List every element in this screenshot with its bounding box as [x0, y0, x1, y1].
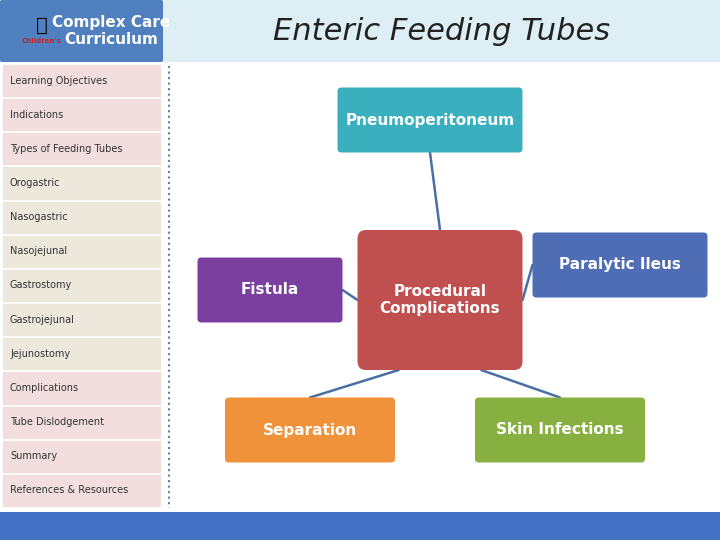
Text: Learning Objectives: Learning Objectives: [10, 76, 107, 85]
Text: Types of Feeding Tubes: Types of Feeding Tubes: [10, 144, 122, 154]
Text: Gastrostomy: Gastrostomy: [10, 280, 72, 291]
FancyBboxPatch shape: [225, 397, 395, 462]
Bar: [2, 440, 161, 473]
Bar: [2, 166, 161, 200]
Text: Indications: Indications: [10, 110, 63, 120]
FancyBboxPatch shape: [533, 233, 708, 298]
Bar: [2, 269, 161, 302]
Text: Nasojejunal: Nasojejunal: [10, 246, 67, 256]
Text: Separation: Separation: [263, 422, 357, 437]
Bar: [0, 0, 720, 62]
FancyBboxPatch shape: [197, 258, 343, 322]
FancyBboxPatch shape: [358, 230, 523, 370]
Bar: [2, 372, 161, 404]
Bar: [2, 406, 161, 438]
Bar: [0, 512, 720, 540]
Text: Enteric Feeding Tubes: Enteric Feeding Tubes: [273, 17, 610, 45]
Bar: [2, 303, 161, 336]
Bar: [2, 64, 161, 97]
Text: Orogastric: Orogastric: [10, 178, 60, 188]
Text: Complex Care
Curriculum: Complex Care Curriculum: [53, 15, 171, 47]
Text: Complications: Complications: [10, 383, 79, 393]
Bar: [2, 338, 161, 370]
Bar: [2, 201, 161, 234]
FancyBboxPatch shape: [0, 0, 163, 62]
Text: Pneumoperitoneum: Pneumoperitoneum: [346, 112, 515, 127]
Text: Children's: Children's: [22, 38, 62, 44]
Text: Nasogastric: Nasogastric: [10, 212, 68, 222]
FancyBboxPatch shape: [475, 397, 645, 462]
Bar: [2, 474, 161, 507]
Bar: [2, 132, 161, 165]
Bar: [2, 235, 161, 268]
Text: Paralytic Ileus: Paralytic Ileus: [559, 258, 681, 273]
Text: Fistula: Fistula: [241, 282, 299, 298]
Text: Jejunostomy: Jejunostomy: [10, 349, 70, 359]
FancyBboxPatch shape: [338, 87, 523, 152]
Text: Summary: Summary: [10, 451, 57, 461]
Text: 🐻: 🐻: [36, 16, 48, 35]
Text: Skin Infections: Skin Infections: [496, 422, 624, 437]
Text: Tube Dislodgement: Tube Dislodgement: [10, 417, 104, 427]
Text: Procedural
Complications: Procedural Complications: [379, 284, 500, 316]
Text: Gastrojejunal: Gastrojejunal: [10, 315, 75, 325]
Bar: [2, 98, 161, 131]
Text: References & Resources: References & Resources: [10, 485, 128, 495]
